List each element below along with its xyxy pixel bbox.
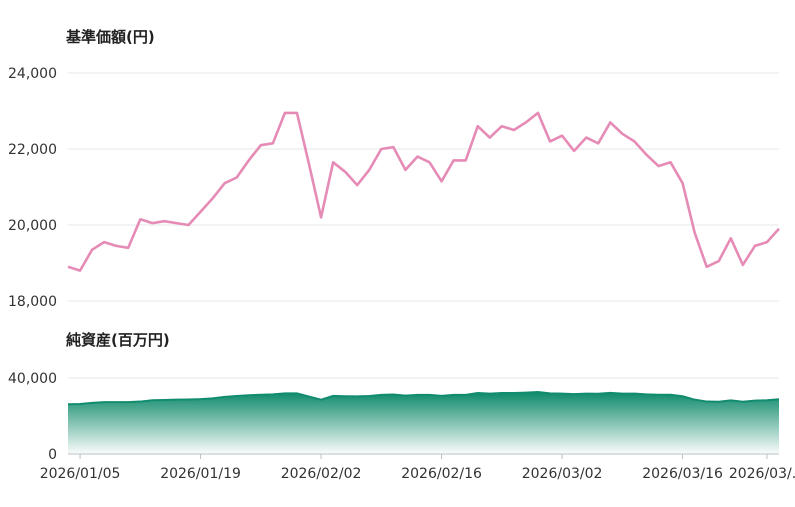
x-tick-label: 2026/01/05 <box>40 466 121 482</box>
x-tick-label: 2026/02/16 <box>401 466 482 482</box>
x-tick-label: 2026/03/... <box>729 466 795 482</box>
net-assets-area <box>68 392 779 454</box>
net-assets-y-axis: 40,000 0 <box>8 371 57 463</box>
nav-y-tick-label: 22,000 <box>8 142 57 158</box>
x-tick-label: 2026/03/02 <box>522 466 603 482</box>
net-assets-series-line <box>67 391 780 406</box>
x-tick-label: 2026/01/19 <box>160 466 241 482</box>
x-tick-label: 2026/03/16 <box>642 466 723 482</box>
nav-series-line <box>67 111 780 272</box>
net-assets-y-tick-label: 0 <box>48 447 57 463</box>
nav-y-tick-label: 24,000 <box>8 66 57 82</box>
net-assets-y-tick-label: 40,000 <box>8 371 57 387</box>
nav-y-axis: 24,000 22,000 20,000 18,000 <box>8 66 57 310</box>
nav-chart-title: 基準価額(円) <box>66 28 155 46</box>
x-tick-label: 2026/02/02 <box>281 466 362 482</box>
nav-y-tick-label: 18,000 <box>8 294 57 310</box>
nav-y-tick-label: 20,000 <box>8 218 57 234</box>
net-assets-chart-title: 純資産(百万円) <box>66 331 170 349</box>
nav-gridlines <box>68 72 779 302</box>
x-axis: 2026/01/05 2026/01/19 2026/02/02 2026/02/16… <box>40 454 795 482</box>
